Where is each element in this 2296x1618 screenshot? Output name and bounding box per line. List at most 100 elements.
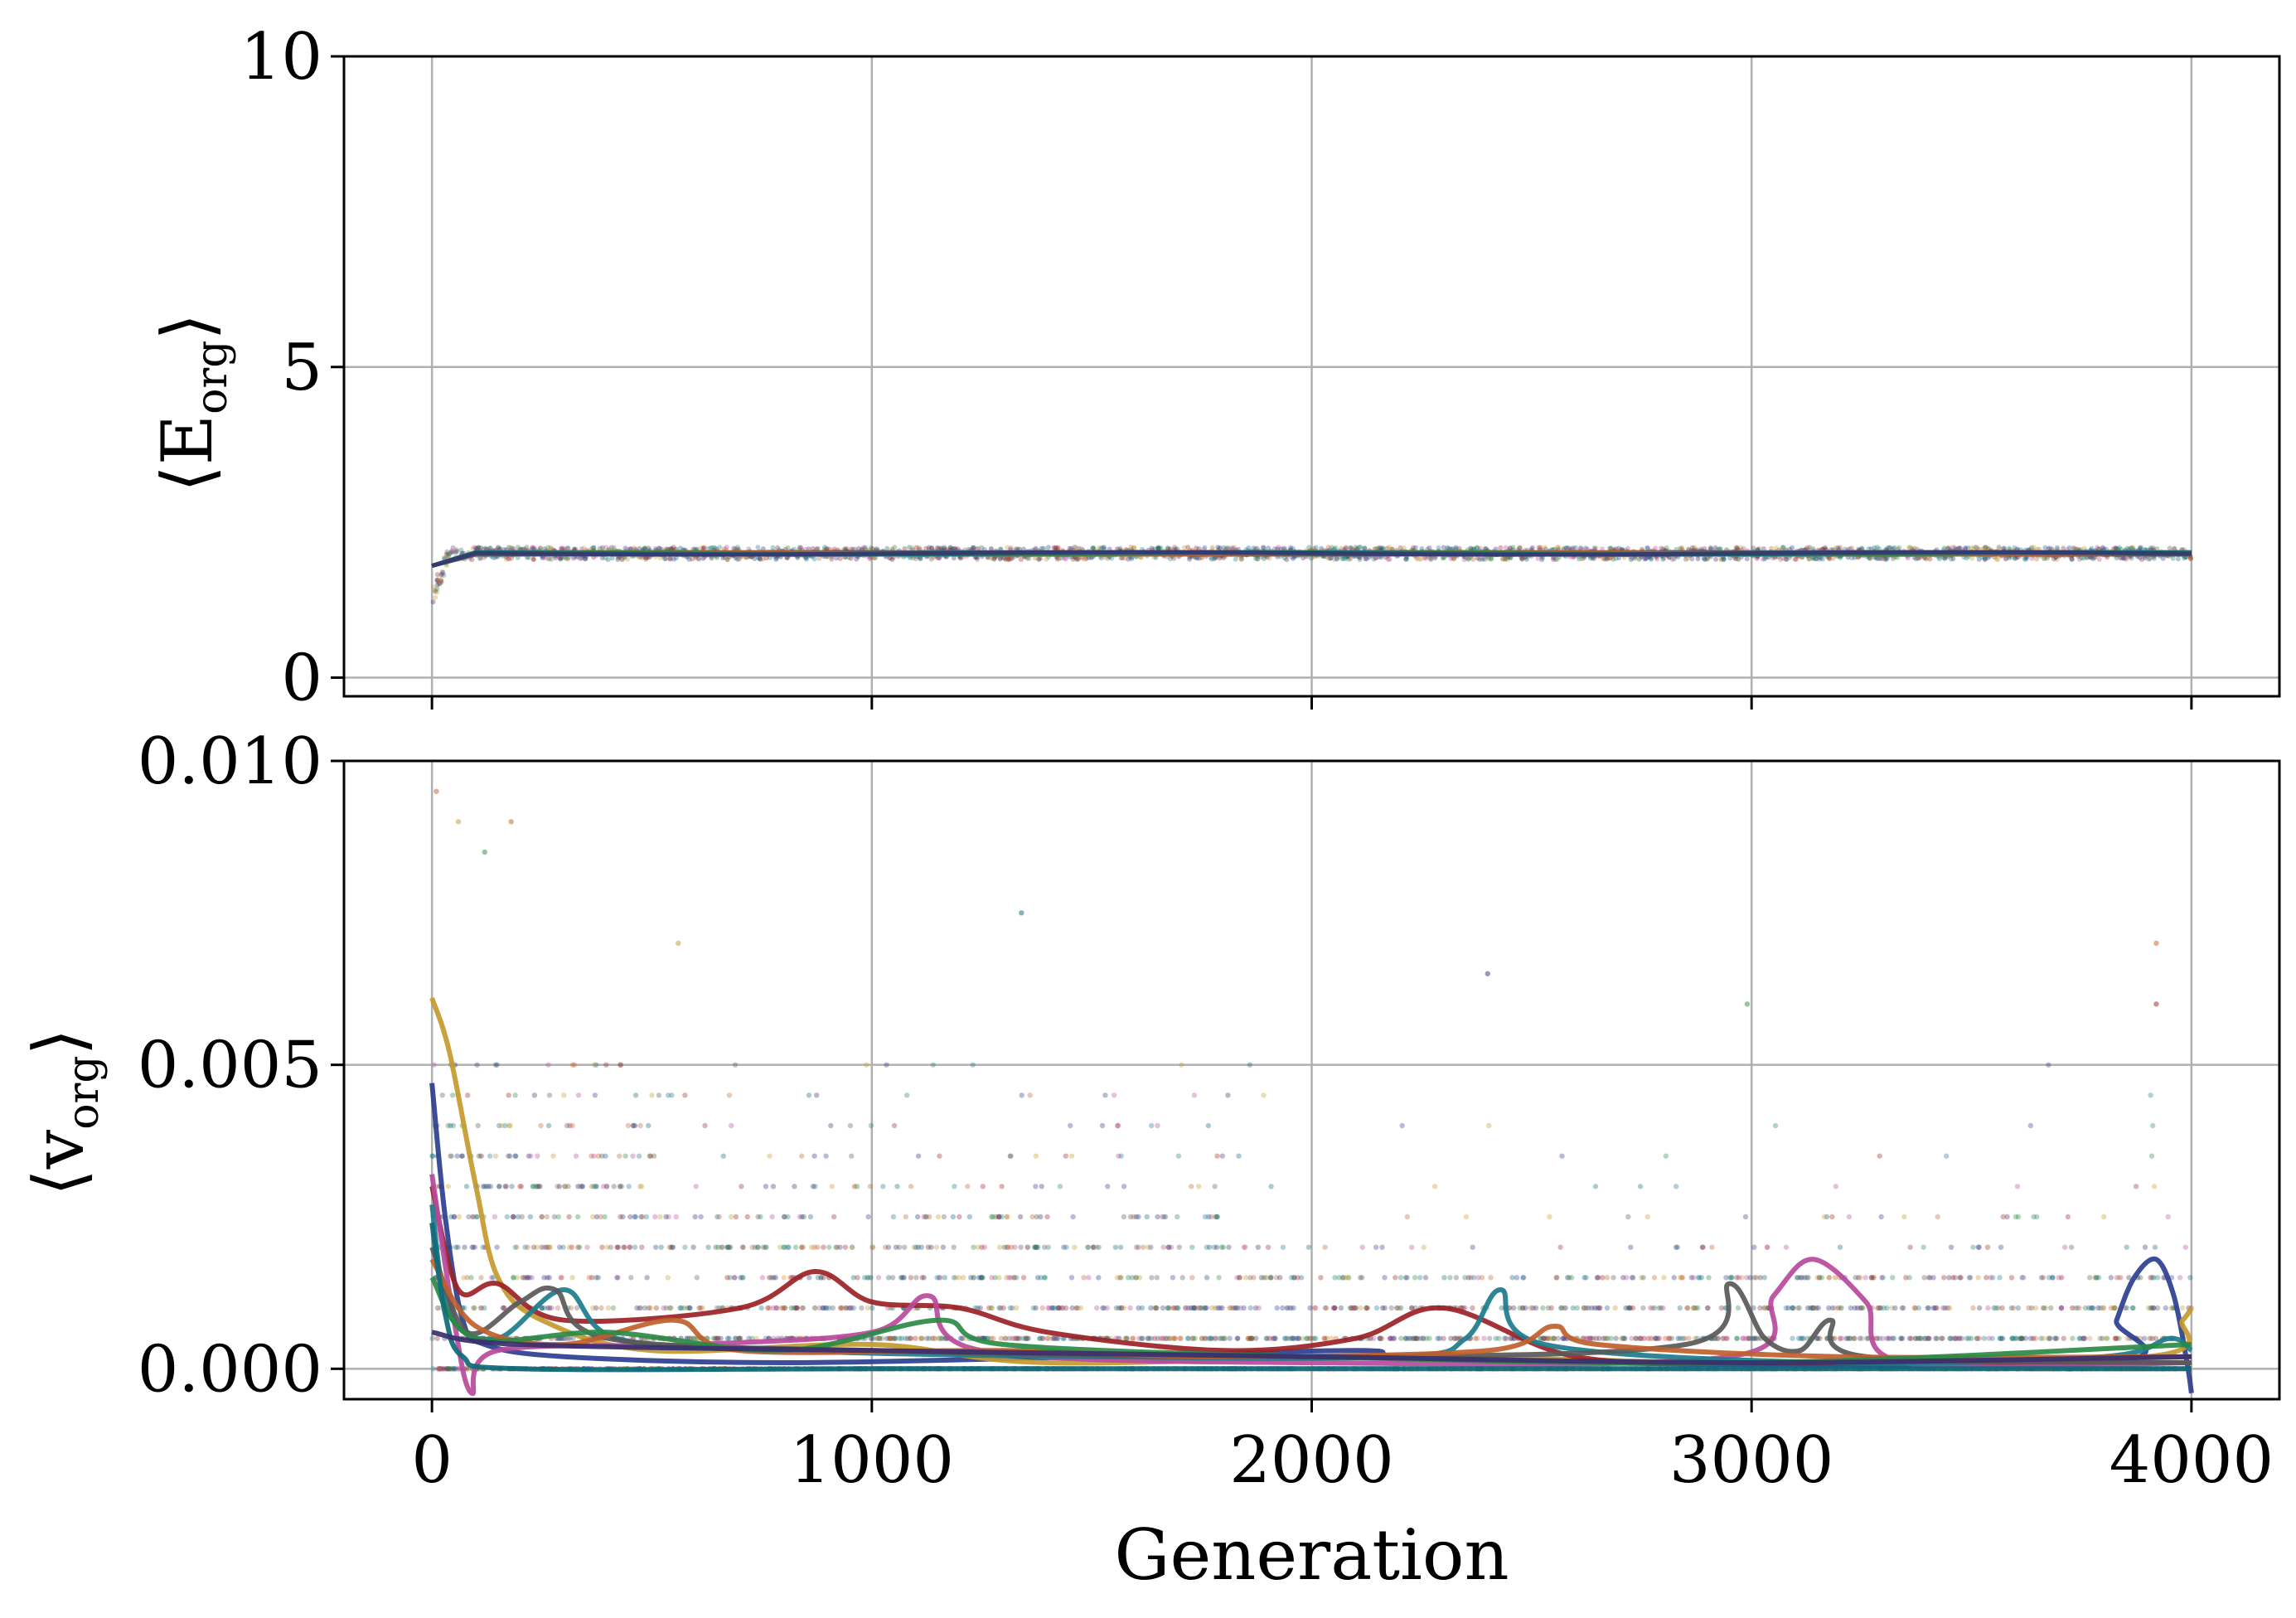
velocity-point — [1172, 1335, 1178, 1341]
velocity-point — [1054, 1335, 1060, 1341]
energy-point — [2029, 545, 2035, 551]
energy-point — [2172, 545, 2177, 551]
velocity-point — [2009, 1335, 2015, 1341]
energy-point — [1418, 556, 1424, 562]
energy-point — [1076, 545, 1082, 551]
energy-point — [511, 545, 516, 551]
energy-point — [2069, 556, 2075, 562]
energy-point — [1780, 545, 1786, 550]
energy-point — [1849, 555, 1854, 561]
energy-point — [2028, 545, 2034, 550]
velocity-point — [1283, 1335, 1289, 1341]
energy-point — [700, 555, 706, 561]
energy-point — [1129, 556, 1135, 561]
velocity-point — [1899, 1335, 1906, 1341]
energy-point — [1128, 545, 1134, 550]
velocity-point — [1922, 1335, 1928, 1341]
energy-point — [439, 569, 445, 574]
energy-point — [1973, 545, 1979, 550]
energy-point — [578, 555, 583, 561]
energy-point — [909, 545, 915, 550]
energy-point — [2003, 555, 2009, 561]
energy-point — [1310, 545, 1316, 551]
energy-point — [854, 556, 860, 562]
velocity-point — [1528, 1305, 1533, 1311]
energy-point — [757, 556, 763, 562]
velocity-point — [1408, 1305, 1415, 1311]
energy-point — [1054, 556, 1060, 562]
velocity-point — [1121, 1305, 1127, 1311]
energy-point — [1807, 545, 1813, 550]
energy-point — [1346, 556, 1352, 562]
velocity-point — [1852, 1305, 1858, 1311]
velocity-point — [1981, 1335, 1988, 1341]
velocity-point — [590, 1305, 596, 1311]
energy-point — [441, 555, 447, 561]
energy-point — [714, 546, 719, 552]
energy-point — [1736, 556, 1741, 562]
velocity-point — [1405, 1335, 1412, 1341]
energy-point — [2074, 546, 2080, 552]
energy-point — [1008, 555, 1014, 561]
energy-point — [1349, 545, 1354, 550]
energy-point — [1536, 545, 1542, 550]
energy-point — [2042, 556, 2047, 561]
energy-point — [1448, 556, 1454, 561]
energy-point — [482, 545, 488, 551]
energy-point — [785, 545, 791, 550]
energy-point — [1291, 555, 1296, 561]
velocity-point — [1152, 1305, 1159, 1311]
energy-point — [2003, 556, 2008, 562]
energy-point — [1732, 555, 1738, 561]
energy-point — [1985, 545, 1991, 551]
velocity-point — [1504, 1335, 1509, 1341]
energy-point — [735, 545, 741, 550]
energy-point — [1385, 556, 1391, 562]
energy-point — [1380, 545, 1386, 551]
energy-point — [1695, 556, 1701, 562]
velocity-point — [1274, 1305, 1280, 1311]
energy-point — [2042, 545, 2048, 550]
velocity-point — [849, 1305, 855, 1311]
velocity-point — [1481, 1335, 1487, 1341]
velocity-point — [1379, 1335, 1385, 1341]
energy-point — [700, 545, 706, 551]
energy-point — [1196, 546, 1202, 551]
energy-point — [2148, 545, 2153, 551]
energy-point — [784, 555, 790, 561]
energy-point — [1702, 545, 1707, 551]
velocity-point — [1140, 1335, 1146, 1341]
energy-point — [935, 545, 940, 550]
energy-point — [1451, 555, 1456, 561]
energy-point — [583, 556, 588, 562]
energy-point — [615, 557, 621, 563]
energy-point — [1254, 545, 1260, 551]
energy-point — [1074, 557, 1080, 562]
energy-point — [1167, 556, 1173, 562]
energy-point — [454, 549, 460, 555]
energy-point — [559, 545, 565, 551]
velocity-point — [1015, 1335, 1021, 1341]
energy-point — [803, 556, 809, 562]
energy-point — [1475, 545, 1480, 550]
velocity-point — [1613, 1335, 1619, 1341]
energy-point — [1804, 545, 1810, 550]
velocity-point — [1964, 1335, 1969, 1341]
energy-point — [1645, 545, 1650, 551]
velocity-point — [1291, 1305, 1296, 1311]
energy-point — [1718, 556, 1724, 562]
energy-point — [1053, 545, 1058, 551]
energy-point — [1896, 545, 1902, 550]
energy-point — [605, 557, 611, 563]
energy-point — [1733, 545, 1739, 550]
energy-point — [1552, 556, 1558, 562]
energy-point — [2182, 555, 2187, 561]
velocity-point — [1470, 1305, 1475, 1311]
energy-point — [1867, 555, 1872, 561]
energy-point — [1556, 545, 1562, 551]
velocity-point — [780, 1305, 786, 1311]
energy-point — [1946, 545, 1952, 550]
velocity-point — [1388, 1335, 1393, 1341]
energy-point — [1252, 555, 1258, 561]
energy-point — [667, 555, 673, 561]
